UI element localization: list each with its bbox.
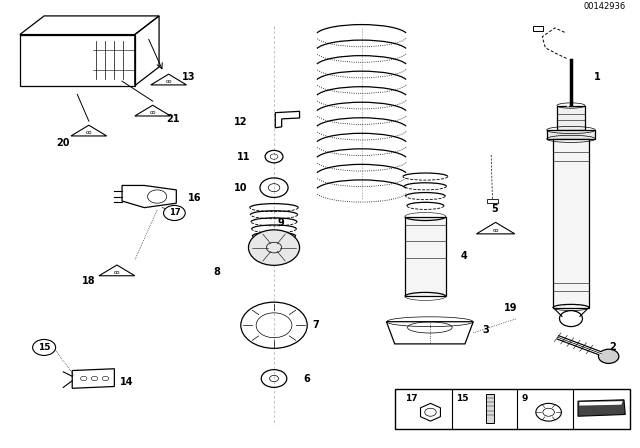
Circle shape: [598, 349, 619, 363]
Text: ꝏ: ꝏ: [150, 110, 156, 115]
Text: 20: 20: [56, 138, 70, 148]
Text: 2: 2: [609, 342, 616, 353]
FancyBboxPatch shape: [557, 106, 585, 130]
Text: 00142936: 00142936: [583, 3, 625, 12]
Polygon shape: [578, 400, 625, 416]
Text: 8: 8: [213, 267, 220, 277]
Text: 19: 19: [504, 302, 517, 313]
Polygon shape: [579, 401, 623, 405]
FancyBboxPatch shape: [487, 199, 497, 203]
Text: ꝏ: ꝏ: [114, 270, 120, 275]
FancyBboxPatch shape: [553, 139, 589, 307]
Text: 5: 5: [491, 203, 498, 214]
Text: 15: 15: [38, 343, 51, 352]
FancyBboxPatch shape: [486, 395, 493, 423]
Circle shape: [164, 206, 185, 220]
Circle shape: [248, 230, 300, 265]
Text: 1: 1: [595, 72, 601, 82]
Text: 15: 15: [456, 394, 468, 403]
Text: ꝏ: ꝏ: [493, 228, 499, 233]
Text: 21: 21: [166, 114, 180, 124]
Text: 16: 16: [188, 193, 201, 203]
Text: ꝏ: ꝏ: [166, 79, 172, 84]
Text: ꝏ: ꝏ: [86, 130, 92, 135]
Text: 18: 18: [82, 276, 95, 286]
FancyBboxPatch shape: [396, 389, 630, 429]
Text: 17: 17: [168, 208, 180, 217]
Text: 6: 6: [304, 374, 310, 383]
Text: 17: 17: [405, 394, 417, 403]
Text: 3: 3: [483, 325, 490, 335]
Text: 4: 4: [460, 251, 467, 262]
Text: 13: 13: [182, 72, 196, 82]
FancyBboxPatch shape: [547, 130, 595, 139]
Text: 9: 9: [522, 394, 528, 403]
FancyBboxPatch shape: [405, 216, 446, 297]
Text: 11: 11: [237, 151, 250, 162]
Text: 9: 9: [277, 218, 284, 228]
Circle shape: [33, 340, 56, 355]
FancyBboxPatch shape: [532, 26, 543, 31]
Text: 12: 12: [234, 117, 248, 127]
Text: 14: 14: [120, 377, 134, 387]
Text: 10: 10: [234, 183, 248, 193]
Text: 7: 7: [312, 320, 319, 330]
